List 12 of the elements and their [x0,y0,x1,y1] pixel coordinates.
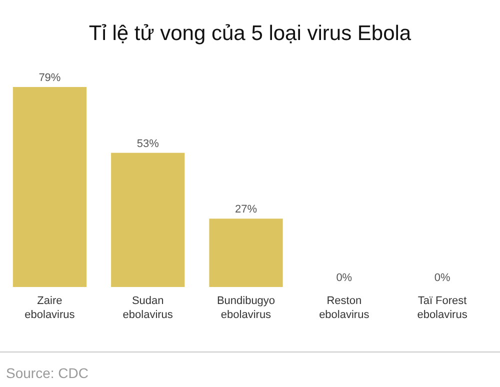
x-tick-label: Bundibugyo ebolavirus [216,295,276,321]
data-label: 0% [336,272,352,284]
x-tick-label: Reston ebolavirus [319,295,370,321]
x-tick-label: Zaire ebolavirus [24,295,76,321]
data-label: 53% [136,138,160,150]
data-label: 79% [38,72,61,84]
x-tick-label: Taï Forest ebolavirus [417,295,468,321]
data-label: 27% [234,204,258,216]
x-tick-label: Sudan ebolavirus [122,295,174,321]
data-label: 0% [434,272,450,284]
chart-title: Tỉ lệ tử vong của 5 loại virus Ebola [88,22,412,45]
source-note: Source: CDC [6,365,88,381]
